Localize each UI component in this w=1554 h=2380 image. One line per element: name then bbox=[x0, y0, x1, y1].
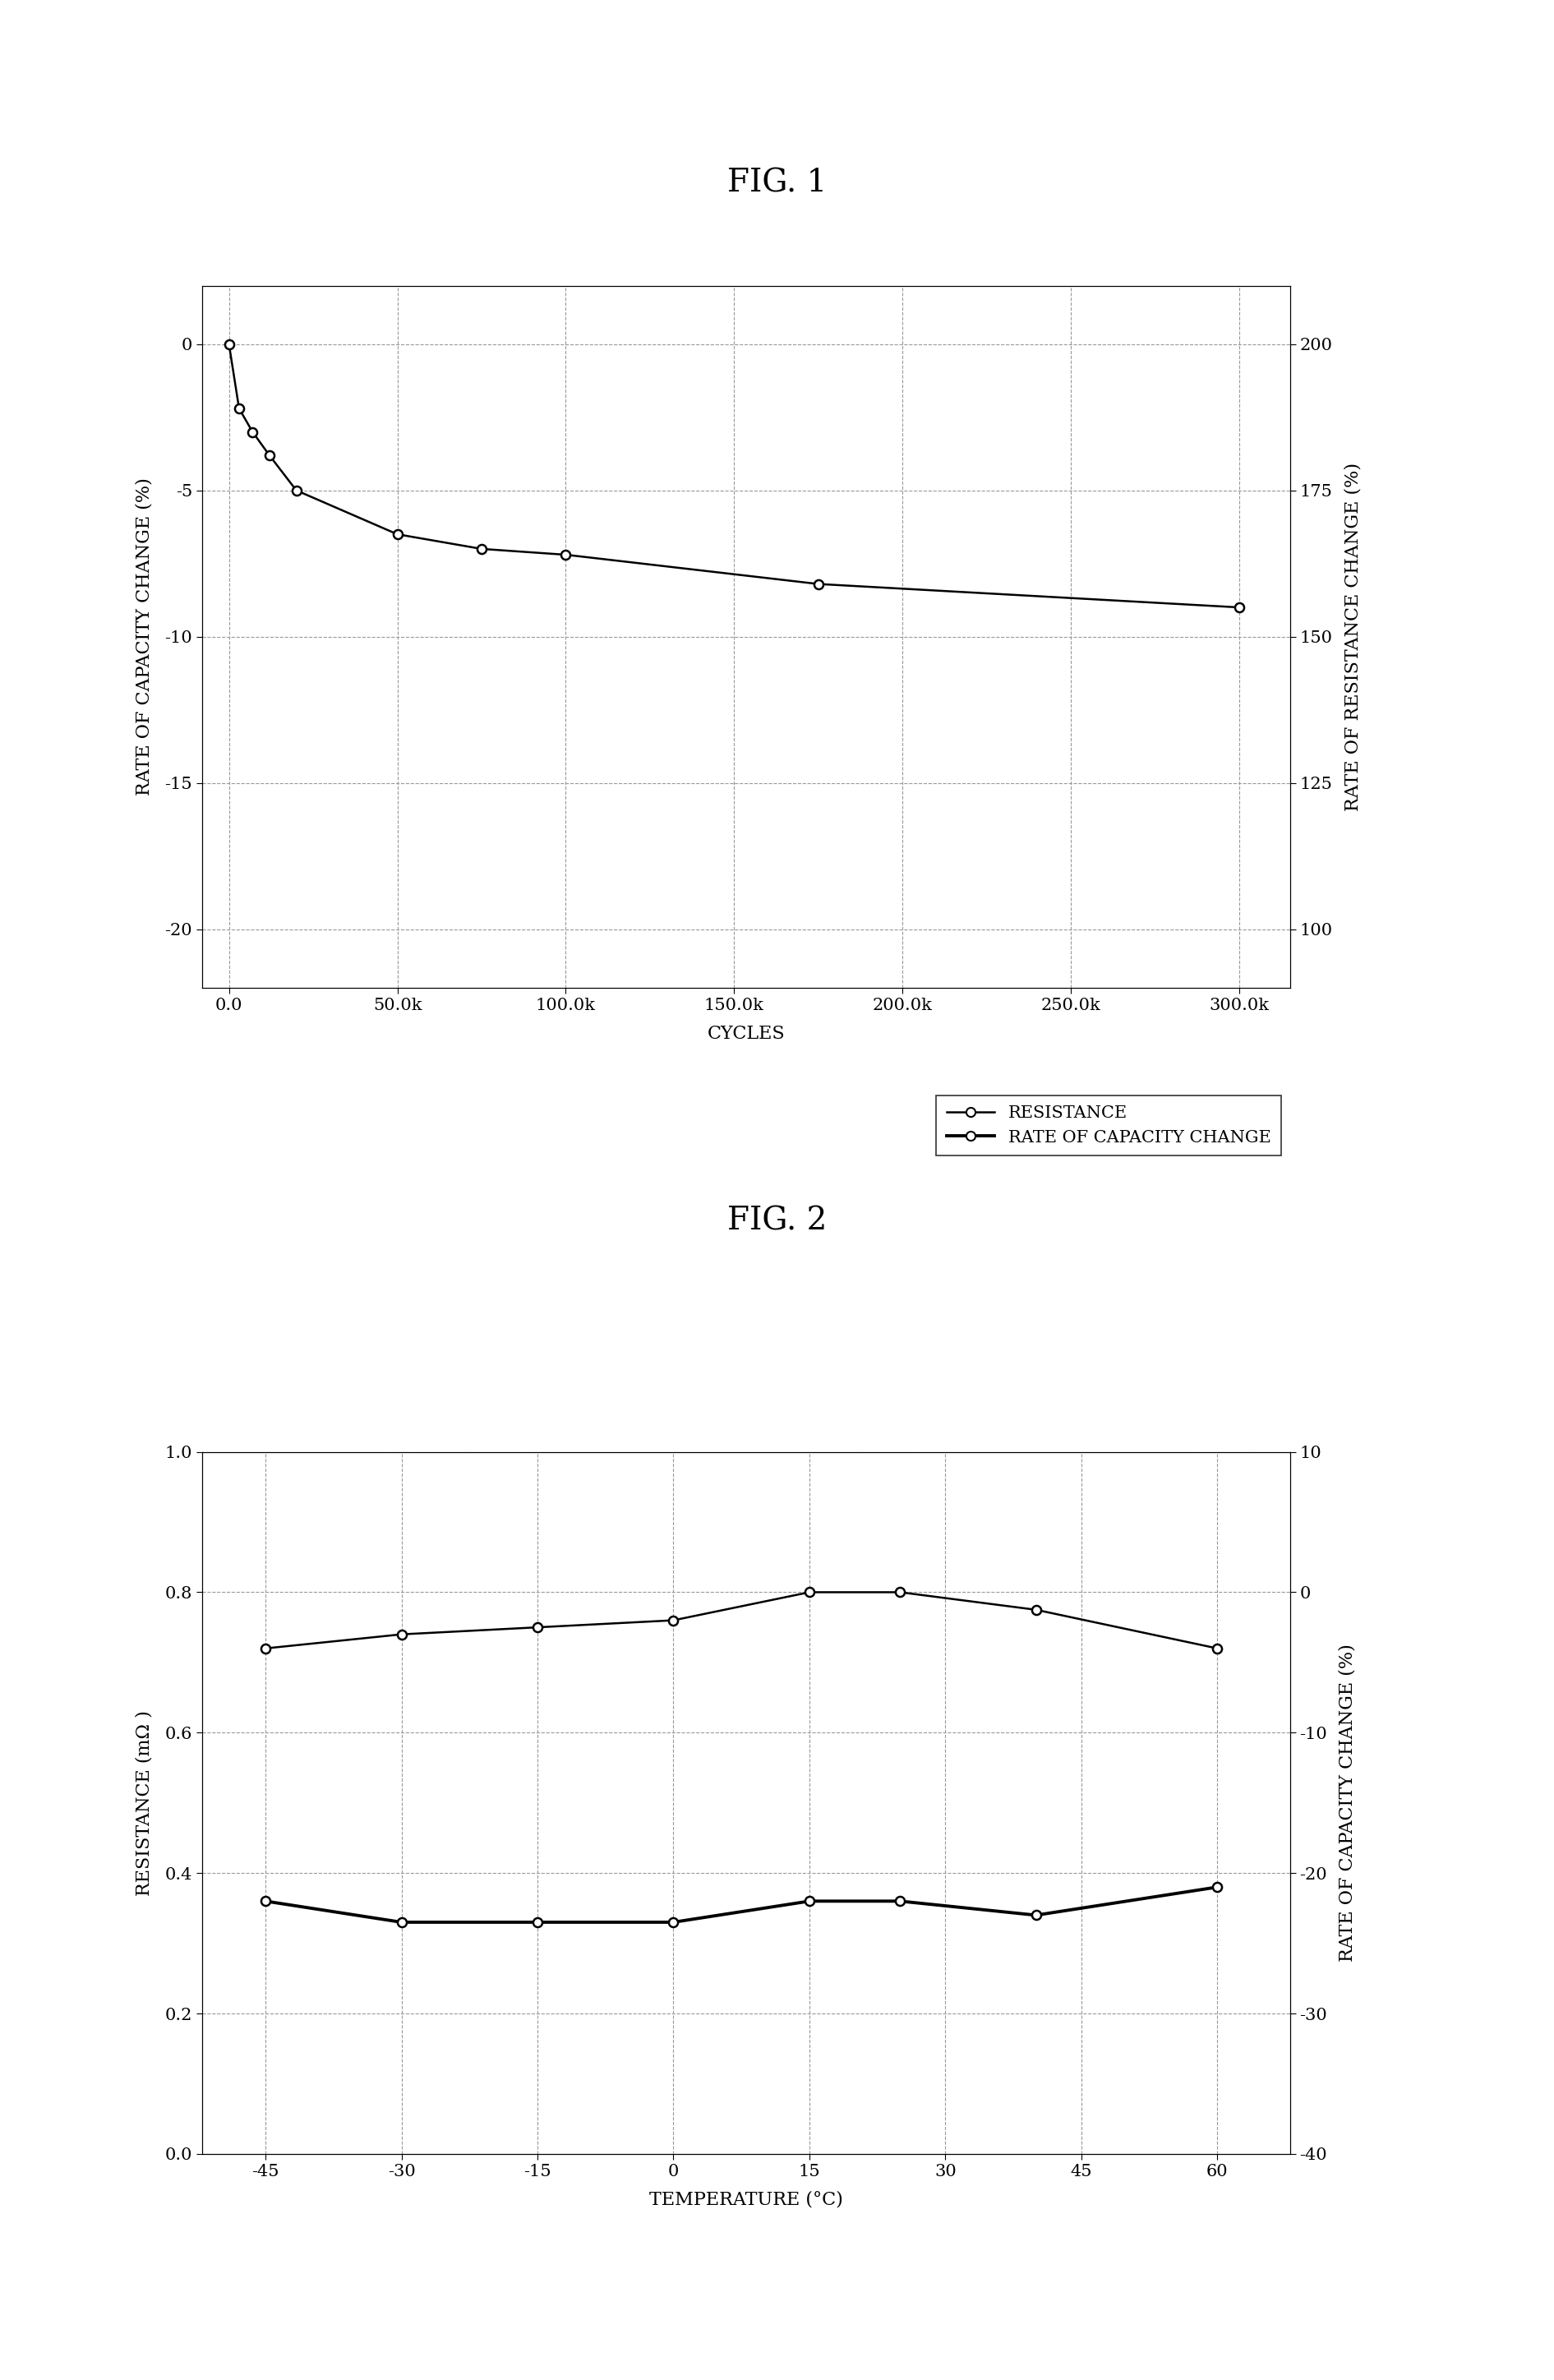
Legend: RESISTANCE, RATE OF CAPACITY CHANGE: RESISTANCE, RATE OF CAPACITY CHANGE bbox=[937, 1095, 1280, 1157]
Y-axis label: RATE OF CAPACITY CHANGE (%): RATE OF CAPACITY CHANGE (%) bbox=[135, 478, 154, 795]
X-axis label: CYCLES: CYCLES bbox=[707, 1023, 785, 1042]
Y-axis label: RESISTANCE (mΩ ): RESISTANCE (mΩ ) bbox=[135, 1711, 154, 1894]
X-axis label: TEMPERATURE (°C): TEMPERATURE (°C) bbox=[650, 2190, 842, 2209]
Y-axis label: RATE OF RESISTANCE CHANGE (%): RATE OF RESISTANCE CHANGE (%) bbox=[1344, 462, 1361, 812]
Text: FIG. 1: FIG. 1 bbox=[727, 169, 827, 198]
Text: FIG. 2: FIG. 2 bbox=[727, 1207, 827, 1235]
Y-axis label: RATE OF CAPACITY CHANGE (%): RATE OF CAPACITY CHANGE (%) bbox=[1338, 1645, 1357, 1961]
